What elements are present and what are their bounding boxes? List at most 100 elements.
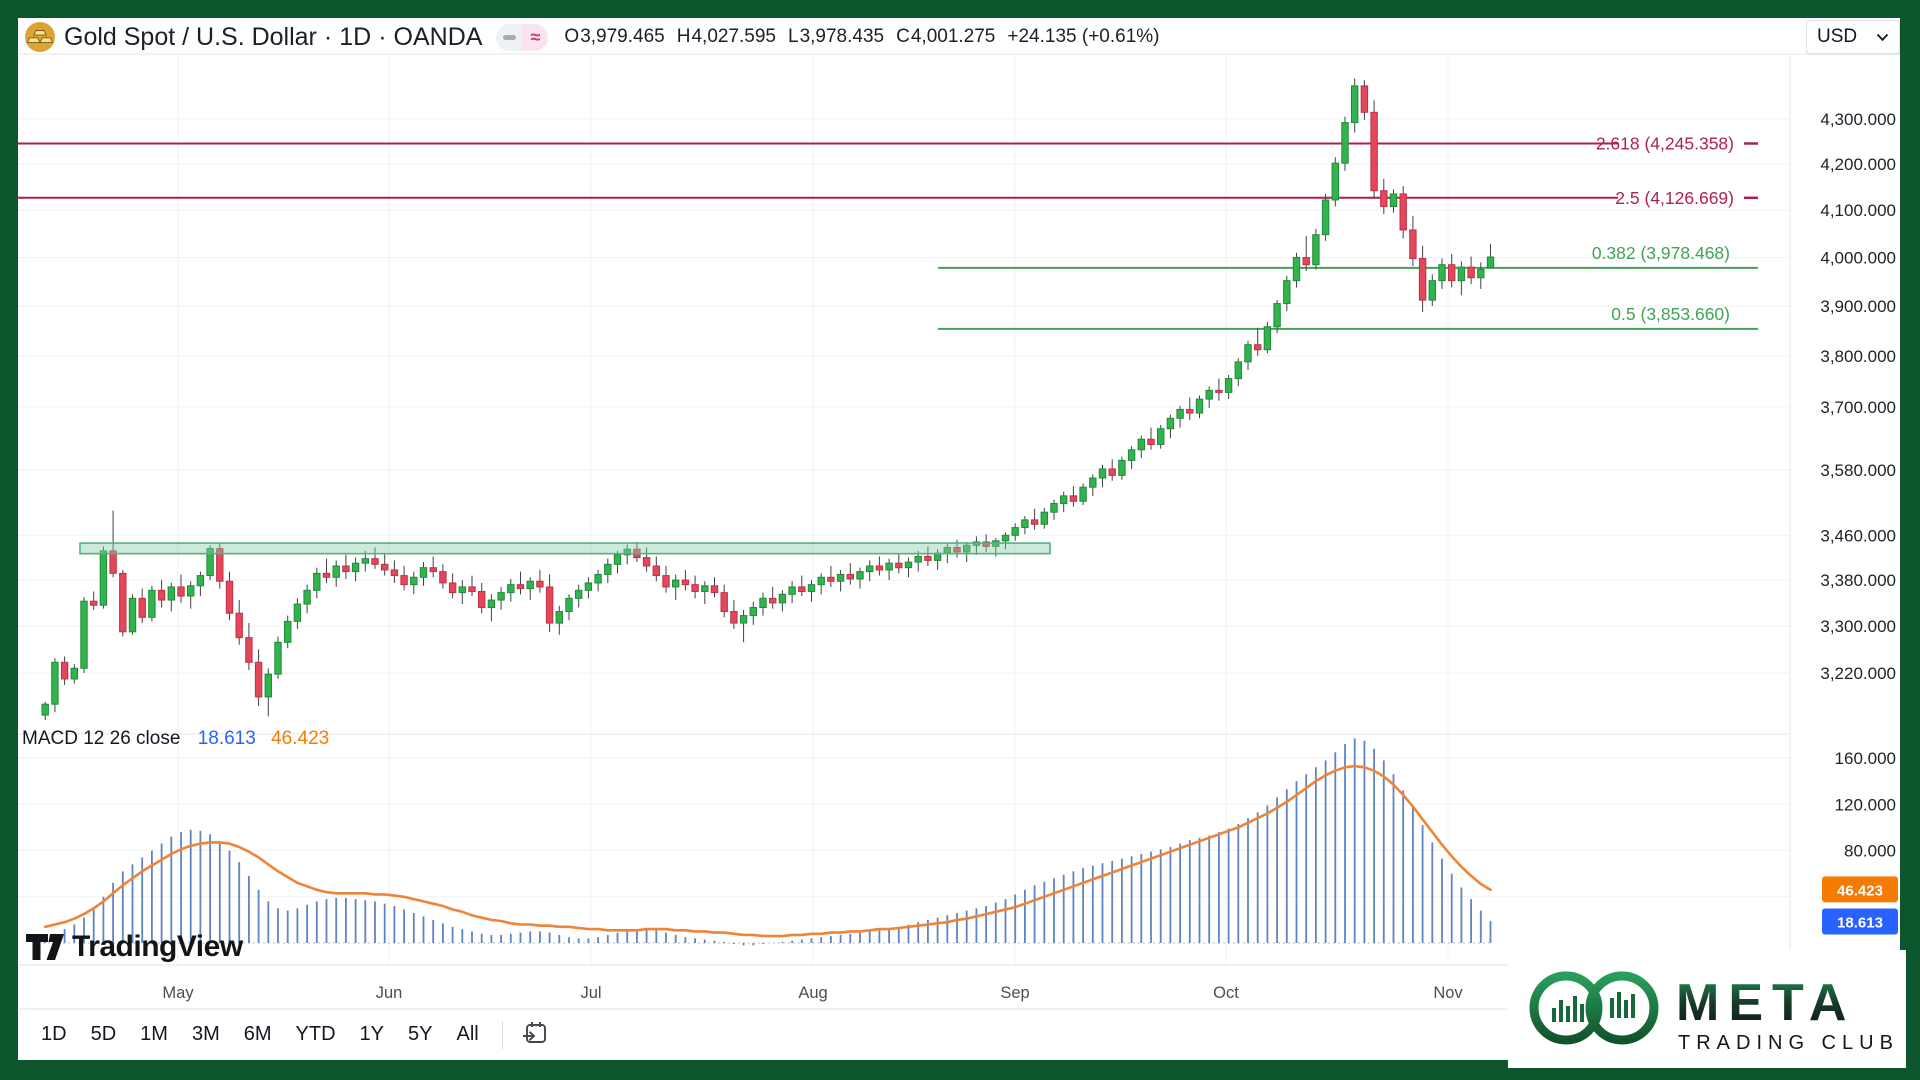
candle-68 xyxy=(701,585,709,592)
currency-value: USD xyxy=(1817,26,1858,47)
candle-135 xyxy=(1351,85,1359,124)
candle-83 xyxy=(846,573,854,580)
low-value: 3,978.435 xyxy=(799,26,885,47)
symbol-name: Gold Spot / U.S. Dollar xyxy=(64,22,317,51)
candle-78 xyxy=(798,586,806,592)
close-value: 4,001.275 xyxy=(910,26,996,47)
candle-121 xyxy=(1215,389,1223,393)
candle-100 xyxy=(1011,527,1019,536)
candle-89 xyxy=(904,561,913,569)
month-label-aug: Aug xyxy=(798,984,827,1002)
change-value: +24.135 (+0.61%) xyxy=(1007,26,1160,47)
candle-137 xyxy=(1370,111,1378,192)
time-axis-labels[interactable]: May Jun Jul Aug Sep Oct Nov xyxy=(162,984,1463,1002)
candle-140 xyxy=(1399,193,1407,231)
candle-50 xyxy=(526,580,534,590)
candle-30 xyxy=(332,565,340,578)
candle-84 xyxy=(856,571,864,580)
candle-142 xyxy=(1418,257,1427,301)
candle-1 xyxy=(51,661,59,705)
candle-25 xyxy=(284,620,292,643)
candle-123 xyxy=(1234,361,1242,380)
range-button-1y[interactable]: 1Y xyxy=(349,1017,395,1052)
badge-46.423 xyxy=(1822,876,1898,903)
macd-signal-line xyxy=(43,764,1492,938)
candle-22 xyxy=(254,661,263,698)
meta-logo-title: META xyxy=(1676,974,1855,1032)
candle-80 xyxy=(817,576,825,586)
candle-66 xyxy=(681,579,690,586)
tradingview-watermark[interactable]: TradingView xyxy=(26,930,243,964)
range-button-3m[interactable]: 3M xyxy=(181,1017,231,1052)
candle-79 xyxy=(807,584,816,592)
chart-mode-toggle[interactable]: ≈ xyxy=(496,23,549,51)
candle-41 xyxy=(439,571,447,584)
badge-18.613 xyxy=(1822,908,1898,935)
candle-29 xyxy=(322,572,331,578)
candle-130 xyxy=(1302,257,1310,266)
month-label-jul: Jul xyxy=(580,984,601,1002)
title-separator2: · xyxy=(378,22,387,51)
month-label-jun: Jun xyxy=(376,984,403,1002)
candle-81 xyxy=(827,576,835,582)
candle-48 xyxy=(507,584,515,594)
candle-139 xyxy=(1389,193,1398,207)
macd-title: MACD 12 26 close xyxy=(22,728,181,749)
candle-64 xyxy=(662,575,670,588)
range-button-5d[interactable]: 5D xyxy=(80,1017,128,1052)
range-button-1m[interactable]: 1M xyxy=(129,1017,179,1052)
range-button-1d[interactable]: 1D xyxy=(30,1017,78,1052)
svg-text:3,900.000: 3,900.000 xyxy=(1820,297,1896,316)
candle-129 xyxy=(1292,257,1301,282)
price-axis-labels[interactable]: 4,300.000 4,200.000 4,100.000 4,000.000 3,90… xyxy=(1820,110,1896,683)
range-button-5y[interactable]: 5Y xyxy=(397,1017,443,1052)
supply-zone xyxy=(79,542,1051,555)
fib-retracement-levels xyxy=(18,142,1758,330)
svg-text:4,000.000: 4,000.000 xyxy=(1820,249,1896,268)
candle-6 xyxy=(99,550,108,606)
candle-106 xyxy=(1069,495,1078,502)
svg-text:120.000: 120.000 xyxy=(1835,795,1896,814)
approx-price-toggle-icon[interactable]: ≈ xyxy=(522,23,549,51)
svg-text:3,460.000: 3,460.000 xyxy=(1820,526,1896,545)
candle-38 xyxy=(410,576,418,586)
candle-149 xyxy=(1486,256,1495,269)
price-macd-chart[interactable]: 2.618 (4,245.358) 2.5 (4,126.669) 0.382 (3… xyxy=(18,18,1900,1060)
candle-117 xyxy=(1176,408,1184,419)
candle-138 xyxy=(1380,190,1388,207)
candle-8 xyxy=(119,572,127,633)
candle-91 xyxy=(924,555,932,561)
candle-110 xyxy=(1108,468,1116,476)
candle-21 xyxy=(245,637,253,663)
candle-97 xyxy=(982,541,990,547)
candle-42 xyxy=(448,582,457,594)
go-to-date-button[interactable] xyxy=(515,1017,555,1052)
candle-85 xyxy=(866,565,874,573)
macd-indicator-legend[interactable]: MACD 12 26 close 18.613 46.423 xyxy=(22,728,329,750)
candle-4 xyxy=(80,600,88,669)
macd-axis-labels[interactable]: 160.000 120.000 80.000 xyxy=(1835,749,1896,861)
candle-87 xyxy=(885,562,893,571)
candle-131 xyxy=(1312,234,1320,266)
candle-63 xyxy=(652,565,660,577)
range-button-6m[interactable]: 6M xyxy=(233,1017,283,1052)
svg-text:4,300.000: 4,300.000 xyxy=(1820,110,1896,129)
candle-33 xyxy=(361,558,370,564)
candle-144 xyxy=(1438,264,1446,282)
month-label-sep: Sep xyxy=(1000,984,1029,1002)
range-button-all[interactable]: All xyxy=(445,1017,489,1052)
candle-27 xyxy=(303,589,311,605)
candle-112 xyxy=(1127,449,1136,461)
candle-124 xyxy=(1244,344,1252,363)
candle-36 xyxy=(390,569,399,577)
candle-0 xyxy=(41,703,49,716)
candle-104 xyxy=(1050,502,1058,513)
tradingview-logo-text: TradingView xyxy=(72,930,243,963)
currency-selector[interactable]: USD xyxy=(1806,20,1900,54)
candle-60 xyxy=(623,548,631,556)
candle-3 xyxy=(70,667,78,680)
candle-59 xyxy=(613,554,622,565)
bar-style-toggle-icon[interactable] xyxy=(496,23,523,51)
symbol-title[interactable]: Gold Spot / U.S. Dollar · 1D · OANDA xyxy=(64,23,482,52)
range-button-ytd[interactable]: YTD xyxy=(285,1017,347,1052)
